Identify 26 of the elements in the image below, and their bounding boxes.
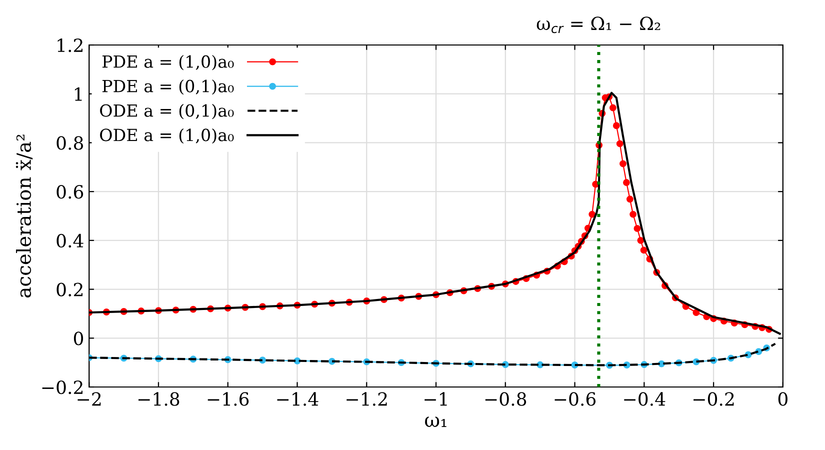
y-axis-title: acceleration ẍ/a² — [16, 134, 33, 298]
x-tick-label: −0.2 — [694, 392, 734, 406]
x-tick-label: −1 — [424, 392, 447, 406]
y-tick-label: 0.6 — [56, 185, 84, 199]
x-tick-label: −0.8 — [485, 392, 526, 406]
x-tick-label: −1.6 — [208, 392, 249, 406]
x-tick-label: −1.4 — [277, 392, 318, 406]
x-tick-label: −1.8 — [138, 392, 180, 406]
y-tick-label: 1.2 — [58, 38, 82, 52]
x-tick-label: −2 — [78, 392, 101, 406]
y-tick-label: 0.2 — [56, 282, 82, 296]
ref-line-label: ω$_{cr}$ = Ω₁ − Ω₂ — [536, 16, 660, 34]
x-axis-title: ω₁ — [425, 416, 446, 427]
y-tick-label: 0.8 — [56, 136, 84, 150]
legend-label: PDE a = (0,1)a₀ — [102, 79, 234, 95]
legend-label: ODE a = (1,0)a₀ — [100, 128, 234, 144]
y-tick-label: −0.2 — [42, 380, 82, 394]
y-tick-label: 0 — [74, 332, 84, 346]
x-tick-label: −0.6 — [554, 392, 596, 406]
x-tick-label: −1.2 — [346, 392, 387, 406]
legend-label: ODE a = (0,1)a₀ — [100, 104, 234, 120]
y-tick-label: 0.4 — [56, 234, 84, 248]
legend-label: PDE a = (1,0)a₀ — [102, 55, 234, 70]
x-tick-label: −0.4 — [624, 392, 666, 406]
x-tick-label: 0 — [778, 392, 788, 406]
y-tick-label: 1 — [74, 87, 82, 101]
